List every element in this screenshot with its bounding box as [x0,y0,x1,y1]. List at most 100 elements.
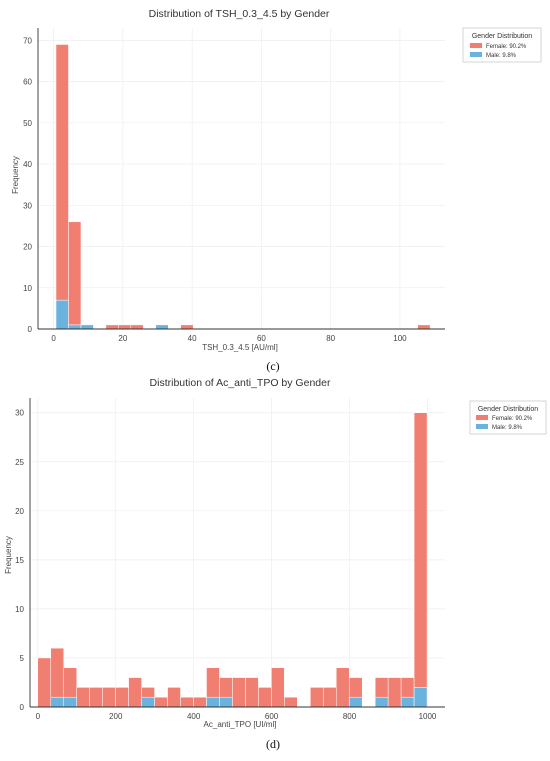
y-axis-label: Frequency [4,536,13,574]
chart-title: Distribution of TSH_0.3_4.5 by Gender [149,8,330,20]
bar-female [89,687,103,708]
x-tick-label: 1000 [419,712,437,721]
bar-male [155,324,169,330]
y-tick-label: 40 [23,160,32,169]
legend-swatch-female [470,43,482,48]
bar-male [413,687,428,708]
y-tick-label: 60 [23,78,32,87]
bar-female [417,324,431,330]
y-tick-label: 0 [28,325,33,334]
y-tick-label: 10 [23,284,32,293]
bar-female [387,677,402,708]
legend-swatch-male [476,424,488,429]
bar-female [180,324,194,330]
grid [38,28,445,330]
y-tick-label: 30 [15,409,24,418]
bar-male [55,299,69,330]
bar-female [258,687,272,708]
bar-female [206,667,220,698]
bar-female [413,412,428,688]
bar-female [63,667,77,698]
bar-male [68,324,82,330]
bar-male [80,324,94,330]
legend-entry-male: Male: 9.8% [492,425,523,431]
bar-female [128,677,142,708]
x-tick-label: 800 [343,712,357,721]
bar-male [348,696,363,708]
bar-female [115,687,129,708]
legend-entry-female: Female: 90.2% [486,44,527,50]
y-tick-label: 50 [23,119,32,128]
bar-female [102,687,116,708]
chart-tsh: Distribution of TSH_0.3_4.5 by Gender 0 2… [11,8,542,373]
y-tick-label: 25 [15,458,24,467]
y-tick-label: 20 [15,507,24,516]
x-tick-label: 600 [265,712,279,721]
bar-female [271,667,285,708]
bar-female [180,696,194,708]
bar-female [50,647,64,698]
bar-female [55,44,69,301]
legend-swatch-male [470,52,482,57]
bar-female [68,221,82,326]
x-tick-label: 60 [257,334,266,343]
bar-male [374,696,389,708]
legend-entry-female: Female: 90.2% [492,416,533,422]
x-tick-label: 0 [36,712,41,721]
bar-male [63,696,77,708]
bar-female [193,696,207,708]
bar-female [37,657,52,708]
bar-female [219,677,233,698]
bar-female [310,687,324,708]
ticks: 0 200 400 600 800 1000 0 5 10 15 20 25 30 [15,409,437,721]
bar-male [50,696,64,708]
bar-female [141,687,155,698]
bar-male [141,696,155,708]
legend-title: Gender Distribution [478,406,538,413]
bar-female [118,324,132,330]
y-tick-label: 70 [23,36,32,45]
bar-female [400,677,415,698]
bar-female [232,677,246,708]
y-tick-label: 5 [20,654,25,663]
bar-female [105,324,119,330]
x-axis-label: TSH_0.3_4.5 [AU/ml] [202,343,278,352]
y-axis-label: Frequency [11,156,20,194]
bars [37,412,428,708]
legend: Gender Distribution Female: 90.2% Male: … [462,27,542,63]
legend-title: Gender Distribution [472,33,532,40]
legend: Gender Distribution Female: 90.2% Male: … [469,400,547,435]
bars [55,44,431,330]
x-axis-label: Ac_anti_TPO [UI/ml] [204,720,277,729]
chart-title: Distribution of Ac_anti_TPO by Gender [150,377,331,389]
figure-caption: (c) [266,359,279,373]
x-tick-label: 100 [393,334,407,343]
bar-female [167,687,181,708]
grid [30,398,445,708]
bar-female [245,677,259,708]
bar-male [219,696,233,708]
y-tick-label: 20 [23,243,32,252]
x-tick-label: 80 [326,334,335,343]
x-tick-label: 20 [118,334,127,343]
bar-female [284,696,298,708]
bar-male [400,696,415,708]
x-tick-label: 200 [109,712,123,721]
bar-female [76,687,90,708]
x-tick-label: 0 [51,334,56,343]
figure-caption: (d) [266,737,280,751]
chart-anti-tpo: Distribution of Ac_anti_TPO by Gender 0 2… [4,377,547,751]
bar-female [154,696,168,708]
bar-female [348,677,363,698]
ticks: 0 20 40 60 80 100 0 10 20 30 40 50 60 70 [23,36,407,343]
bar-female [335,667,350,708]
bar-male [206,696,220,708]
y-tick-label: 0 [20,703,25,712]
legend-swatch-female [476,415,488,420]
bar-female [323,687,337,708]
y-tick-label: 15 [15,556,24,565]
bar-female [374,677,389,698]
x-tick-label: 40 [188,334,197,343]
bar-female [130,324,144,330]
